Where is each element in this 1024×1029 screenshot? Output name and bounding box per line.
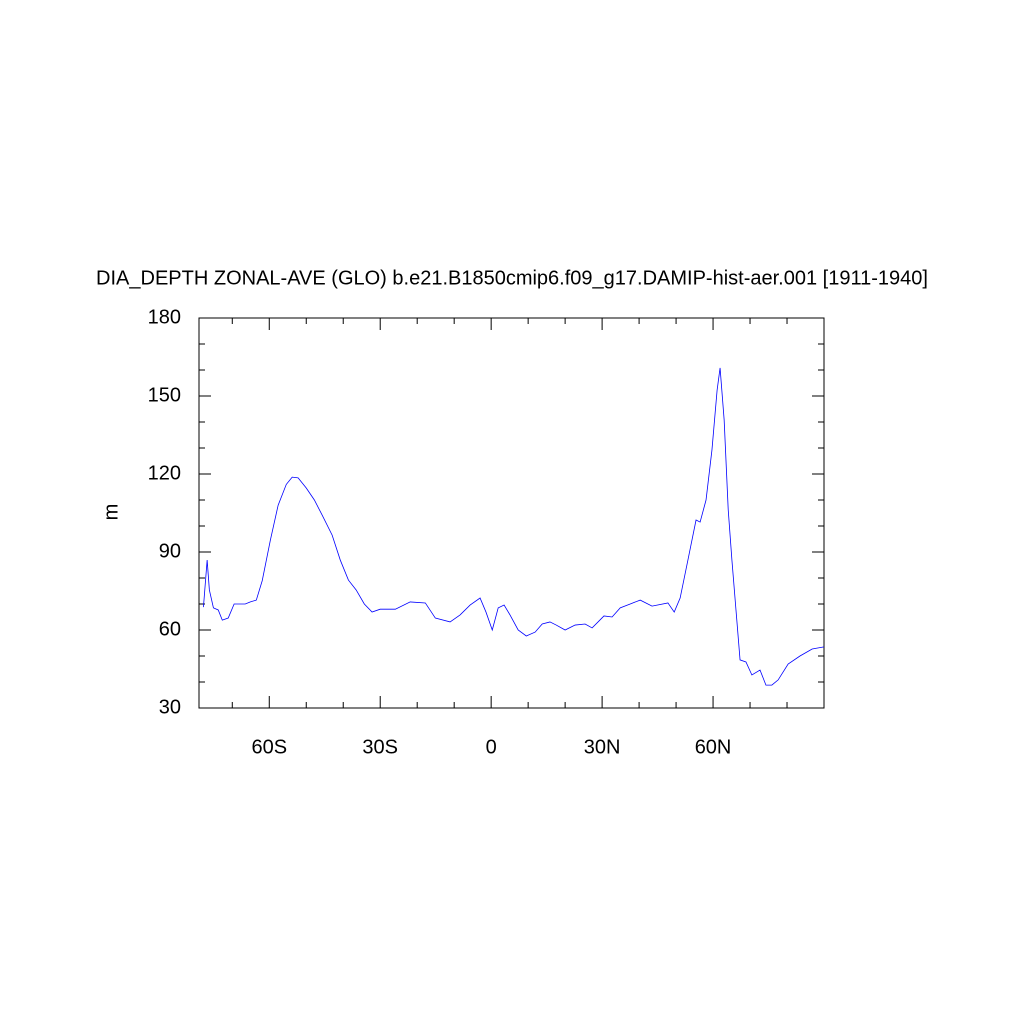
y-tick-label: 60 [159,618,181,640]
x-tick-label: 30S [362,736,398,758]
x-tick-label: 60S [251,736,287,758]
y-tick-label: 150 [148,384,181,406]
y-tick-label: 180 [148,306,181,328]
x-tick-label: 0 [486,736,497,758]
chart-title: DIA_DEPTH ZONAL-AVE (GLO) b.e21.B1850cmi… [96,267,928,289]
data-line [203,367,825,686]
x-tick-label: 30N [584,736,621,758]
x-tick-label: 60N [695,736,732,758]
y-axis-label: m [100,504,122,521]
y-tick-label: 90 [159,540,181,562]
y-tick-label: 30 [159,696,181,718]
y-tick-label: 120 [148,462,181,484]
plot-frame [198,317,825,709]
